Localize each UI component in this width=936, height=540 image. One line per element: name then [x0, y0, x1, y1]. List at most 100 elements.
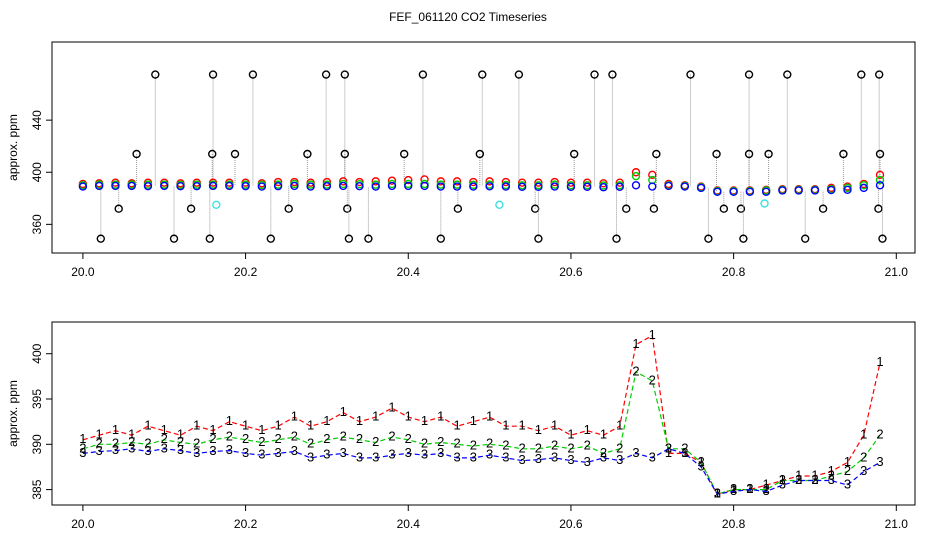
point-marker: 2	[258, 434, 265, 449]
point	[208, 181, 218, 191]
point	[404, 175, 413, 185]
point-marker: 3	[453, 449, 460, 464]
point	[418, 70, 428, 79]
point	[615, 182, 624, 192]
point-marker: 2	[876, 427, 883, 442]
point	[266, 234, 276, 243]
point-marker: 2	[632, 363, 639, 378]
point	[859, 181, 868, 190]
point-marker: 2	[649, 372, 656, 387]
point-marker: 2	[600, 445, 607, 460]
point-marker: 2	[128, 434, 135, 449]
point	[590, 70, 599, 79]
point-marker: 2	[665, 440, 672, 455]
point	[875, 170, 885, 180]
point-marker: 3	[323, 447, 330, 462]
point	[338, 181, 348, 191]
point-marker: 1	[828, 463, 835, 478]
point-marker: 3	[486, 447, 493, 462]
point	[686, 70, 695, 79]
point	[760, 199, 769, 208]
point	[322, 177, 332, 187]
point-marker: 3	[567, 452, 574, 467]
point	[399, 149, 409, 159]
point-marker: 2	[746, 481, 753, 496]
point-marker: 1	[779, 472, 786, 487]
point-marker: 1	[649, 327, 656, 342]
point	[96, 234, 106, 243]
point	[550, 182, 559, 191]
point-marker: 2	[79, 440, 86, 455]
point	[713, 187, 722, 196]
point	[420, 181, 429, 191]
point	[583, 182, 592, 192]
point-marker: 2	[616, 440, 623, 455]
point-marker: 1	[584, 422, 591, 437]
point-marker: 3	[763, 483, 770, 498]
point	[631, 171, 641, 181]
point	[303, 149, 312, 159]
point	[615, 178, 624, 187]
point	[736, 204, 746, 213]
point	[608, 70, 617, 79]
point-marker: 1	[616, 418, 623, 433]
series-line	[82, 334, 881, 495]
point-marker: 1	[795, 467, 802, 482]
point-marker: 1	[372, 409, 379, 424]
point-marker: 1	[567, 427, 574, 442]
point-marker: 1	[811, 467, 818, 482]
point-marker: 2	[340, 428, 347, 443]
point	[534, 178, 543, 187]
point	[800, 234, 810, 243]
point-marker: 1	[681, 445, 688, 460]
point	[664, 181, 673, 191]
point-marker: 3	[144, 443, 151, 458]
point	[495, 200, 504, 210]
point-marker: 3	[665, 440, 672, 455]
point-marker: 2	[405, 431, 412, 446]
point	[485, 177, 494, 186]
point-marker: 1	[502, 418, 509, 433]
x-tick-label: 21.0	[885, 265, 909, 279]
point	[469, 177, 478, 187]
point	[517, 178, 527, 187]
point-marker: 2	[811, 472, 818, 487]
point-marker: 3	[551, 449, 558, 464]
point-marker: 1	[177, 427, 184, 442]
point	[739, 234, 748, 243]
point-marker: 1	[632, 336, 639, 351]
point	[169, 234, 179, 243]
point	[778, 186, 787, 195]
point-marker: 1	[193, 418, 200, 433]
point-marker: 3	[828, 472, 835, 487]
point	[843, 185, 852, 195]
point	[612, 234, 621, 243]
point	[111, 181, 120, 191]
y-tick-label: 400	[30, 343, 44, 363]
point	[764, 149, 773, 159]
point	[534, 234, 543, 243]
point-marker: 2	[763, 481, 770, 496]
plot-frame	[51, 41, 916, 254]
point-marker: 1	[535, 422, 542, 437]
point	[631, 168, 641, 177]
plot-frame	[51, 321, 916, 506]
point	[878, 234, 887, 243]
point-marker: 2	[470, 438, 477, 453]
point-marker: 2	[730, 481, 737, 496]
point	[475, 149, 485, 159]
point-marker: 2	[356, 431, 363, 446]
x-tick-label: 20.8	[722, 265, 746, 279]
x-tick-label: 21.0	[885, 517, 909, 531]
point-marker: 1	[275, 418, 282, 433]
point-marker: 3	[632, 445, 639, 460]
point	[248, 70, 258, 79]
point-marker: 1	[860, 427, 867, 442]
x-tick-label: 20.0	[71, 517, 95, 531]
point	[257, 182, 267, 191]
point	[810, 186, 820, 195]
point	[719, 204, 729, 213]
series-line	[82, 448, 881, 495]
point-marker: 1	[405, 409, 412, 424]
point	[306, 182, 315, 191]
